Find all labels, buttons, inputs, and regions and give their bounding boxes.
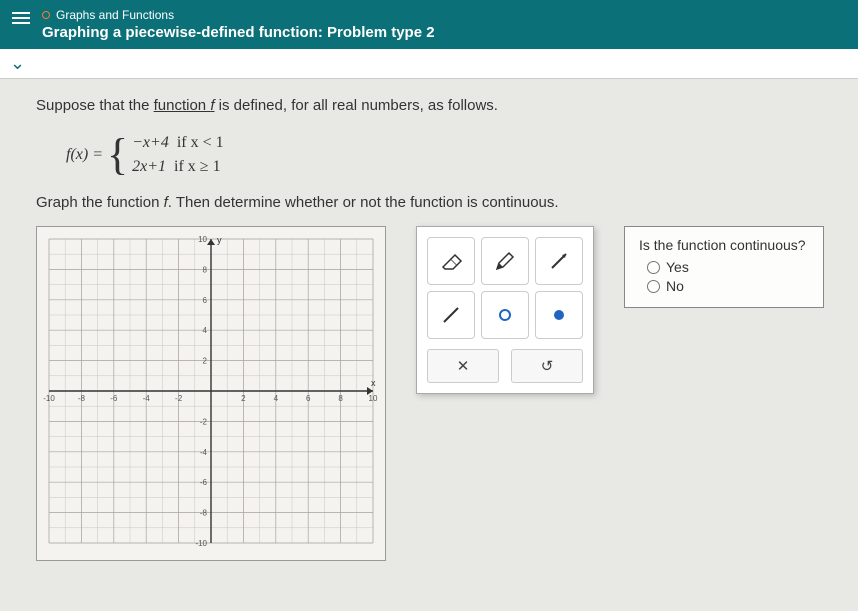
continuity-question: Is the function continuous? Yes No (624, 226, 824, 308)
svg-text:-8: -8 (200, 509, 208, 518)
segment-tool[interactable] (427, 291, 475, 339)
svg-text:6: 6 (203, 296, 208, 305)
radio-yes[interactable] (647, 261, 660, 274)
svg-text:-2: -2 (200, 417, 208, 426)
topic-dot-icon (42, 11, 50, 19)
page-title: Graphing a piecewise-defined function: P… (42, 24, 435, 41)
header-text: Graphs and Functions Graphing a piecewis… (42, 8, 435, 41)
problem-instruction: Graph the function f. Then determine whe… (36, 192, 822, 215)
radio-no[interactable] (647, 280, 660, 293)
tool-actions: ✕ ↺ (427, 349, 583, 383)
coordinate-grid[interactable]: y x -10 -8 -6 -4 -2 2 4 6 8 10 10 8 6 4 2 -2 -4 -6 -8 -10 (41, 231, 381, 551)
svg-text:10: 10 (198, 235, 207, 244)
intro-text-before: Suppose that the (36, 97, 154, 114)
option-yes[interactable]: Yes (647, 259, 809, 275)
work-area: y x -10 -8 -6 -4 -2 2 4 6 8 10 10 8 6 4 2 -2 -4 -6 -8 -10 (36, 226, 822, 561)
func-lhs: f(x) = (66, 146, 103, 164)
chevron-down-icon[interactable]: ⌄ (10, 53, 25, 74)
piece-2: 2x+1 if x ≥ 1 (132, 158, 224, 176)
svg-text:6: 6 (306, 394, 311, 403)
svg-text:4: 4 (203, 326, 208, 335)
svg-text:x: x (371, 378, 376, 388)
piece-1-expr: −x+4 (132, 134, 169, 151)
piece-1: −x+4 if x < 1 (132, 134, 224, 152)
tool-grid (427, 237, 583, 339)
svg-text:-6: -6 (200, 478, 208, 487)
svg-text:8: 8 (203, 265, 208, 274)
piece-1-cond: if x < 1 (177, 134, 224, 151)
function-definition: f(x) = { −x+4 if x < 1 2x+1 if x ≥ 1 (66, 134, 822, 176)
svg-text:-10: -10 (195, 539, 207, 548)
option-no-label: No (666, 278, 684, 294)
piece-2-cond: if x ≥ 1 (174, 158, 221, 175)
open-point-tool[interactable] (481, 291, 529, 339)
collapse-row: ⌄ (0, 49, 858, 79)
instr-before: Graph the function (36, 194, 164, 211)
question-prompt: Is the function continuous? (639, 237, 809, 253)
ray-tool[interactable] (535, 237, 583, 285)
option-no[interactable]: No (647, 278, 809, 294)
menu-icon[interactable] (12, 8, 30, 24)
svg-text:y: y (217, 235, 222, 245)
undo-button[interactable]: ↺ (511, 349, 583, 383)
problem-intro: Suppose that the function f is defined, … (36, 95, 822, 118)
svg-text:-4: -4 (200, 448, 208, 457)
problem-content: Suppose that the function f is defined, … (0, 79, 858, 577)
eraser-tool[interactable] (427, 237, 475, 285)
pencil-tool[interactable] (481, 237, 529, 285)
svg-text:2: 2 (241, 394, 246, 403)
piece-2-expr: 2x+1 (132, 158, 166, 175)
svg-text:8: 8 (338, 394, 343, 403)
tool-palette: ✕ ↺ (416, 226, 594, 394)
closed-point-tool[interactable] (535, 291, 583, 339)
clear-icon: ✕ (457, 357, 470, 375)
svg-text:-10: -10 (43, 394, 55, 403)
svg-text:-2: -2 (175, 394, 183, 403)
graph-canvas[interactable]: y x -10 -8 -6 -4 -2 2 4 6 8 10 10 8 6 4 2 -2 -4 -6 -8 -10 (36, 226, 386, 561)
function-link[interactable]: function f (154, 97, 215, 114)
clear-button[interactable]: ✕ (427, 349, 499, 383)
breadcrumb-label: Graphs and Functions (56, 8, 174, 22)
brace-icon: { (107, 137, 128, 172)
svg-text:-4: -4 (143, 394, 151, 403)
svg-text:10: 10 (369, 394, 378, 403)
svg-text:2: 2 (203, 357, 208, 366)
undo-icon: ↺ (541, 357, 554, 375)
svg-text:-8: -8 (78, 394, 86, 403)
breadcrumb: Graphs and Functions (42, 8, 435, 22)
instr-after: . Then determine whether or not the func… (168, 194, 559, 211)
svg-text:-6: -6 (110, 394, 118, 403)
option-yes-label: Yes (666, 259, 689, 275)
svg-text:4: 4 (274, 394, 279, 403)
piecewise-cases: −x+4 if x < 1 2x+1 if x ≥ 1 (132, 134, 224, 176)
app-header: Graphs and Functions Graphing a piecewis… (0, 0, 858, 49)
intro-text-after: is defined, for all real numbers, as fol… (214, 97, 497, 114)
